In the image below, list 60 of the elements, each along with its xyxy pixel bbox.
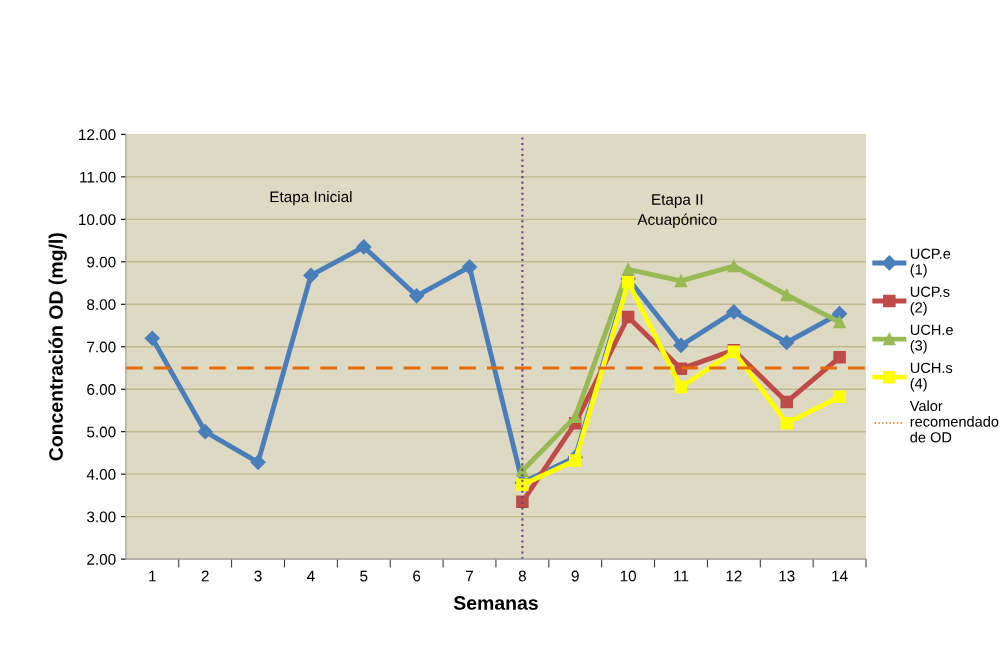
- point: [621, 275, 635, 289]
- x-axis-title: Semanas: [453, 596, 538, 610]
- y-tick-label: 10.00: [79, 214, 116, 226]
- x-tick-label: 6: [413, 570, 421, 582]
- point: [516, 495, 529, 509]
- x-tick-label: 2: [201, 570, 209, 582]
- point: [833, 351, 846, 364]
- point: [673, 337, 689, 354]
- x-tick-label: 4: [307, 570, 315, 582]
- x-tick-label: 8: [518, 570, 526, 582]
- x-tick-label: 9: [571, 570, 579, 582]
- y-tick-label: 11.00: [80, 171, 116, 183]
- legend-label: Valor recomendado de OD: [909, 400, 999, 443]
- y-tick-label: 4.00: [86, 469, 116, 480]
- x-tick-label: 1: [149, 570, 156, 582]
- y-tick-label: 5.00: [87, 426, 116, 438]
- x-tick-label: 11: [674, 570, 689, 582]
- point: [621, 310, 635, 324]
- x-tick-label: 3: [254, 570, 262, 582]
- y-tick-label: 7.00: [87, 341, 116, 353]
- point: [674, 274, 688, 288]
- x-tick-label: 10: [620, 570, 637, 582]
- point: [726, 304, 742, 320]
- point: [833, 315, 846, 329]
- point: [461, 259, 478, 275]
- point: [516, 478, 529, 492]
- point: [780, 416, 793, 430]
- point: [409, 288, 425, 304]
- y-tick-label: 3.00: [87, 511, 116, 523]
- point: [250, 454, 266, 470]
- point: [779, 334, 795, 351]
- y-axis-title: Concentración OD (mg/l): [48, 233, 67, 461]
- point: [356, 239, 372, 255]
- point: [780, 288, 793, 302]
- x-tick-label: 12: [726, 570, 742, 582]
- point: [674, 380, 688, 394]
- point: [727, 259, 741, 273]
- legend-label: UCP.e (1): [910, 248, 951, 278]
- point: [833, 390, 846, 404]
- point: [780, 395, 793, 409]
- x-tick-label: 7: [466, 570, 473, 582]
- point: [568, 410, 582, 424]
- y-tick-label: 6.00: [87, 384, 116, 395]
- y-tick-label: 12.00: [79, 129, 116, 141]
- point: [568, 454, 582, 467]
- point: [144, 330, 160, 346]
- legend-label: UCH.e (3): [910, 324, 953, 354]
- x-tick-label: 14: [832, 570, 848, 582]
- x-tick-label: 13: [779, 570, 795, 582]
- legend-label: UCP.s (2): [910, 286, 950, 316]
- legend-label: UCH.s (4): [910, 362, 953, 392]
- point: [197, 424, 213, 440]
- y-tick-label: 8.00: [87, 299, 116, 310]
- y-tick-label: 2.00: [87, 553, 116, 565]
- x-tick-label: 5: [360, 570, 368, 582]
- point: [621, 263, 635, 276]
- point: [303, 267, 319, 283]
- annotation: Etapa Inicial: [270, 190, 352, 206]
- y-tick-label: 9.00: [87, 256, 116, 268]
- annotation: Etapa II Acuapónico: [637, 194, 717, 228]
